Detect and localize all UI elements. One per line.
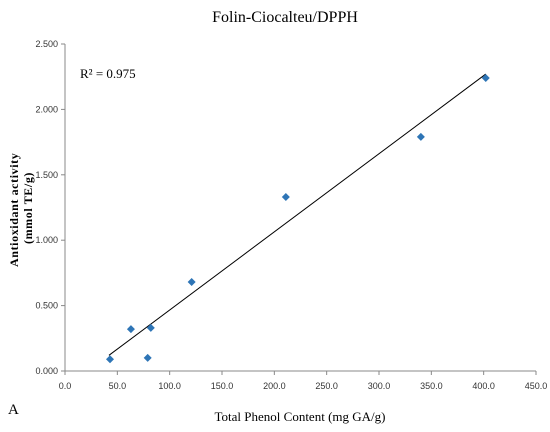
data-point <box>143 353 152 362</box>
data-points <box>106 74 490 364</box>
data-point <box>187 278 196 287</box>
x-ticks: 0.0 50.0 100.0 150.0 200.0 250.0 300.0 350.0 400… <box>59 371 548 391</box>
y-tick-label: 1.000 <box>35 235 58 245</box>
x-tick-label: 400.0 <box>472 381 495 391</box>
trendline <box>108 73 487 356</box>
x-tick-label: 350.0 <box>420 381 443 391</box>
data-point <box>126 325 135 334</box>
y-axis-label-line1: Antioxidant activity <box>7 153 21 267</box>
y-tick-label: 1.500 <box>35 170 58 180</box>
y-tick-label: 0.500 <box>35 301 58 311</box>
x-tick-label: 50.0 <box>109 381 127 391</box>
y-tick-label: 2.000 <box>35 104 58 114</box>
data-point <box>281 193 290 202</box>
data-point <box>106 355 115 364</box>
x-axis-label: Total Phenol Content (mg GA/g) <box>215 409 386 424</box>
x-tick-label: 450.0 <box>525 381 548 391</box>
y-axis-label-line2: (mmol TE/g) <box>21 172 35 244</box>
plot-area: 0.000 0.500 1.000 1.500 2.000 2.500 0.0 50.0 10… <box>35 39 547 391</box>
x-tick-label: 250.0 <box>315 381 338 391</box>
y-ticks: 0.000 0.500 1.000 1.500 2.000 2.500 <box>35 39 65 376</box>
data-point <box>481 74 490 83</box>
y-tick-label: 0.000 <box>35 366 58 376</box>
y-tick-label: 2.500 <box>35 39 58 49</box>
panel-label: A <box>8 402 19 418</box>
data-point <box>146 323 155 332</box>
x-tick-label: 0.0 <box>59 381 72 391</box>
y-axis-label: Antioxidant activity (mmol TE/g) <box>7 149 35 267</box>
chart-title: Folin-Ciocalteu/DPPH <box>212 9 358 26</box>
r-squared-annotation: R² = 0.975 <box>80 66 136 81</box>
data-point <box>416 132 425 141</box>
x-tick-label: 150.0 <box>211 381 234 391</box>
x-tick-label: 300.0 <box>368 381 391 391</box>
x-tick-label: 200.0 <box>263 381 286 391</box>
x-tick-label: 100.0 <box>158 381 181 391</box>
